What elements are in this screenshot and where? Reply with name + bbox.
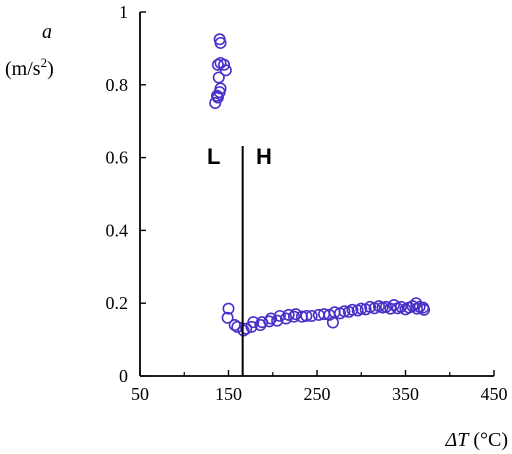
data-point bbox=[221, 311, 234, 324]
annotation-h: H bbox=[256, 144, 272, 169]
data-point bbox=[305, 309, 318, 322]
data-point bbox=[214, 36, 227, 49]
data-point bbox=[338, 305, 351, 318]
x-tick-label: 450 bbox=[481, 384, 508, 404]
data-point bbox=[218, 58, 231, 71]
x-axis-label-unit: (°C) bbox=[473, 429, 508, 451]
y-tick-label: 0.4 bbox=[106, 220, 129, 240]
y-axis-unit-exponent: 2 bbox=[41, 55, 48, 70]
y-axis-label-unit: (m/s2) bbox=[5, 55, 54, 80]
x-axis-label: ΔT (°C) bbox=[444, 429, 508, 451]
y-axis-unit-close: ) bbox=[47, 58, 54, 80]
y-tick-label: 0.6 bbox=[106, 148, 129, 168]
x-axis-label-symbol: ΔT bbox=[444, 429, 470, 451]
data-points bbox=[209, 33, 431, 337]
y-ticks: 0 0.2 0.4 0.6 0.8 1 bbox=[106, 2, 146, 386]
data-point bbox=[282, 308, 295, 321]
data-point bbox=[212, 71, 225, 84]
x-axis-label-text: ΔT (°C) bbox=[444, 429, 508, 451]
y-axis-label: a (m/s2) bbox=[5, 21, 54, 80]
x-tick-label: 350 bbox=[392, 384, 419, 404]
data-point bbox=[411, 302, 424, 315]
data-point bbox=[211, 58, 224, 71]
x-tick-label: 50 bbox=[131, 384, 149, 404]
data-point bbox=[240, 322, 253, 335]
y-axis-unit-base: (m/s bbox=[5, 58, 41, 80]
y-tick-label: 1 bbox=[119, 2, 128, 22]
data-point bbox=[387, 299, 400, 312]
data-point bbox=[346, 303, 359, 316]
y-tick-label: 0.8 bbox=[106, 75, 129, 95]
x-ticks: 50 150 250 350 450 bbox=[131, 370, 508, 404]
data-point bbox=[355, 302, 368, 315]
plot-frame bbox=[139, 12, 494, 377]
x-tick-label: 250 bbox=[304, 384, 331, 404]
y-axis-label-symbol: a bbox=[42, 21, 52, 43]
annotation-l: L bbox=[207, 144, 220, 169]
data-point bbox=[247, 316, 260, 329]
data-point bbox=[287, 310, 300, 323]
data-point bbox=[209, 97, 222, 110]
data-point bbox=[219, 64, 232, 77]
data-point bbox=[300, 309, 313, 322]
data-point bbox=[211, 91, 224, 104]
data-point bbox=[222, 302, 235, 315]
x-tick-label: 150 bbox=[215, 384, 242, 404]
y-tick-label: 0 bbox=[119, 366, 128, 386]
data-point bbox=[273, 309, 286, 322]
data-point bbox=[228, 319, 241, 332]
data-point bbox=[418, 303, 431, 316]
y-tick-label: 0.2 bbox=[106, 293, 129, 313]
